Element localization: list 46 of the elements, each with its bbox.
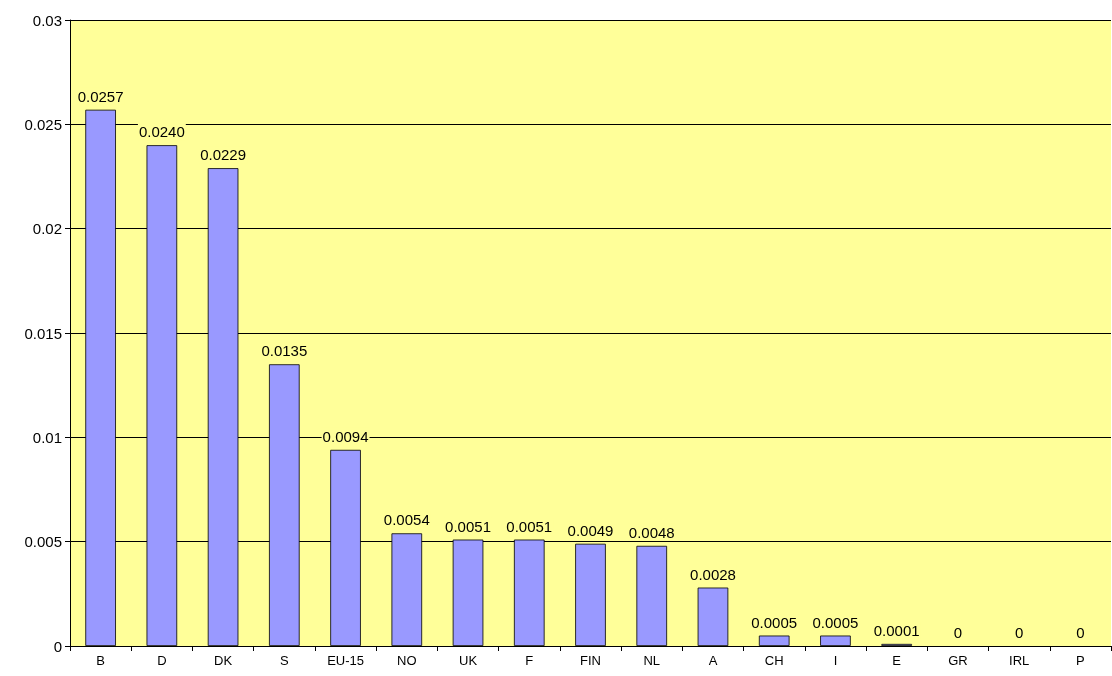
x-tick-label: S — [279, 653, 289, 668]
x-tick-label: E — [892, 653, 902, 668]
data-label: 0.0005 — [751, 613, 798, 631]
y-tick-label: 0.015 — [24, 324, 62, 342]
x-tick-label: P — [1076, 653, 1085, 668]
data-label: 0.0051 — [445, 517, 491, 535]
x-tick-label: NO — [397, 653, 417, 668]
data-label: 0 — [1076, 624, 1085, 641]
data-label: 0.0229 — [200, 146, 247, 164]
y-tick-label: 0.005 — [24, 533, 62, 551]
x-tick-label: FIN — [580, 653, 601, 668]
bar — [575, 543, 606, 646]
x-tick-label: DK — [214, 653, 233, 668]
x-tick-label: GR — [948, 653, 968, 668]
data-label: 0.0054 — [383, 511, 430, 529]
data-label: 0 — [1014, 624, 1024, 641]
bar — [820, 635, 851, 646]
data-label: 0.0049 — [567, 521, 614, 539]
data-label: 0.0135 — [261, 342, 308, 360]
data-label: 0.0257 — [77, 87, 124, 105]
x-tick-label: NL — [643, 653, 661, 668]
data-label: 0.0001 — [873, 621, 920, 639]
bar — [697, 587, 729, 646]
x-tick-label: D — [157, 653, 167, 668]
y-tick-label: 0 — [53, 637, 62, 655]
data-label: 0.0051 — [506, 517, 553, 535]
data-label: 0.0005 — [812, 613, 859, 631]
data-label: 0 — [953, 624, 963, 641]
y-tick-label: 0.025 — [24, 115, 62, 133]
x-tick-label: CH — [764, 653, 784, 668]
bar — [758, 635, 790, 646]
y-tick-label: 0.03 — [32, 11, 62, 29]
x-tick-label: EU-15 — [327, 653, 364, 668]
data-label: 0.0240 — [138, 123, 185, 141]
data-label: 0.0094 — [322, 427, 369, 445]
x-tick-label: B — [96, 653, 105, 668]
x-tick-label: IRL — [1009, 653, 1030, 668]
bar — [636, 545, 668, 646]
y-tick-label: 0.01 — [32, 428, 62, 446]
x-tick-label: F — [525, 653, 534, 668]
x-tick-label: UK — [459, 653, 478, 668]
y-tick-label: 0.02 — [32, 220, 62, 238]
data-label: 0.0048 — [628, 523, 675, 541]
x-tick-label: I — [833, 653, 838, 668]
x-tick-label: A — [708, 653, 718, 668]
data-label: 0.0028 — [690, 565, 736, 583]
